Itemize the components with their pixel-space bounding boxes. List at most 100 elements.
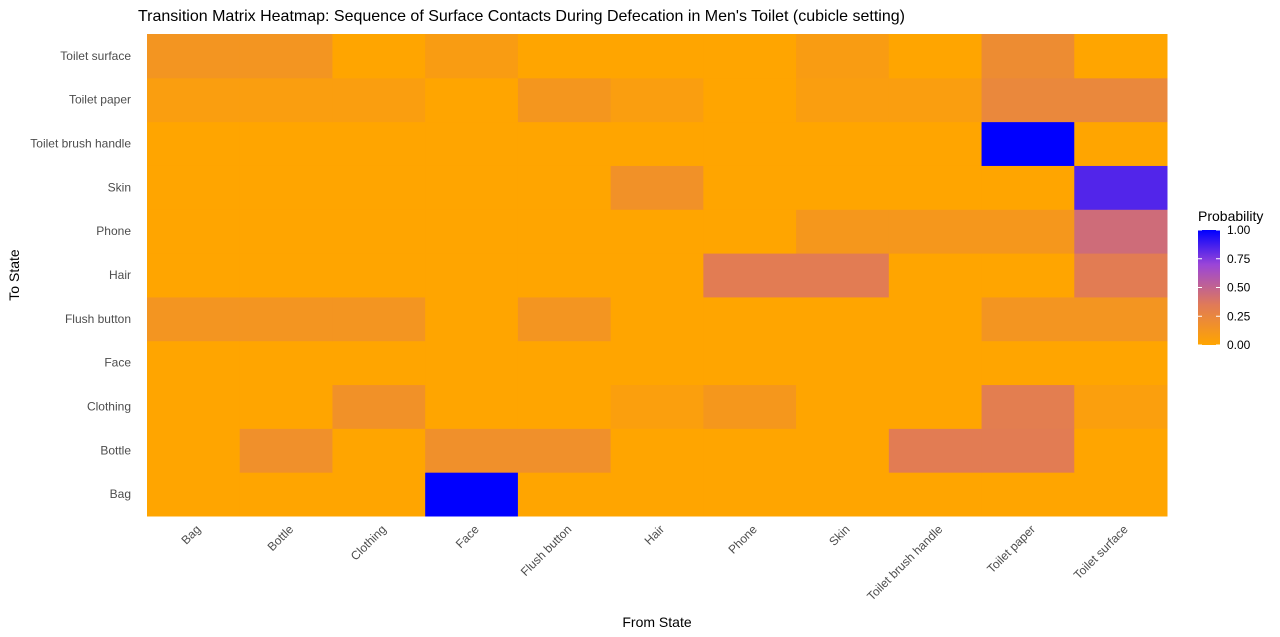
- heatmap-cell: [332, 165, 426, 210]
- heatmap-cell: [332, 209, 426, 254]
- heatmap-cell: [703, 253, 797, 298]
- heatmap-cell: [981, 77, 1075, 123]
- heatmap-cell: [425, 121, 519, 166]
- heatmap-cell: [147, 296, 241, 342]
- heatmap-cell: [796, 296, 890, 342]
- legend-colorbar: [1198, 230, 1220, 345]
- heatmap-cell: [610, 340, 704, 386]
- y-tick-label: Flush button: [65, 312, 131, 326]
- heatmap-cell: [239, 165, 333, 210]
- y-tick-label: Toilet paper: [69, 93, 131, 107]
- heatmap-cell: [425, 428, 519, 473]
- legend-tick-label: 0.50: [1227, 281, 1251, 295]
- x-tick-label: Bag: [178, 522, 203, 547]
- heatmap-cell: [610, 296, 704, 342]
- y-tick-label: Bag: [110, 487, 131, 501]
- chart-title: Transition Matrix Heatmap: Sequence of S…: [138, 8, 905, 25]
- heatmap-cell: [239, 384, 333, 429]
- heatmap-cell: [517, 253, 612, 298]
- heatmap-cell: [610, 253, 704, 298]
- heatmap-cell: [147, 253, 241, 298]
- heatmap-cell: [796, 340, 890, 386]
- heatmap-cell: [332, 34, 426, 79]
- heatmap-cell: [147, 34, 241, 79]
- heatmap-cell: [332, 428, 426, 473]
- heatmap-cell: [981, 253, 1075, 298]
- heatmap-cell: [703, 34, 797, 79]
- heatmap-cell: [1074, 340, 1168, 386]
- heatmap-cell: [332, 121, 426, 166]
- heatmap-cell: [239, 340, 333, 386]
- heatmap-cell: [888, 77, 983, 123]
- heatmap-cell: [332, 472, 426, 517]
- y-axis-ticks: Bag Bottle Clothing Face Flush button Hair Pho…: [30, 49, 131, 501]
- y-tick-label: Face: [104, 356, 131, 370]
- legend-tick-label: 0.25: [1227, 309, 1251, 323]
- heatmap-cell: [1074, 77, 1168, 123]
- heatmap-cell: [796, 253, 890, 298]
- heatmap-cell: [147, 384, 241, 429]
- y-tick-label: Toilet brush handle: [30, 137, 131, 151]
- heatmap-cell: [703, 209, 797, 254]
- heatmap-cell: [517, 209, 612, 254]
- heatmap-cell: [610, 165, 704, 210]
- heatmap-cell: [703, 428, 797, 473]
- heatmap-cell: [1074, 472, 1168, 517]
- heatmap-cell: [796, 384, 890, 429]
- heatmap-cell: [239, 34, 333, 79]
- heatmap-cell: [796, 34, 890, 79]
- x-axis-ticks: Bag Bottle Clothing Face Flush button Hair Pho…: [178, 522, 1131, 603]
- x-tick-label: Toilet surface: [1071, 522, 1131, 582]
- heatmap-cell: [517, 77, 612, 123]
- heatmap-cell: [981, 34, 1075, 79]
- heatmap-cell: [981, 121, 1075, 166]
- heatmap-cell: [610, 209, 704, 254]
- heatmap-cell: [147, 77, 241, 123]
- heatmap-cell: [1074, 384, 1168, 429]
- legend-title: Probability: [1198, 208, 1263, 224]
- heatmap-cell: [425, 296, 519, 342]
- heatmap-cell: [796, 165, 890, 210]
- heatmap-cell: [147, 340, 241, 386]
- heatmap-cell: [888, 165, 983, 210]
- y-tick-label: Toilet surface: [60, 49, 131, 63]
- heatmap-cell: [239, 121, 333, 166]
- heatmap-cell: [1074, 165, 1168, 210]
- heatmap-cell: [703, 384, 797, 429]
- heatmap-cell: [239, 428, 333, 473]
- x-tick-label: Hair: [642, 522, 667, 547]
- heatmap-cell: [517, 34, 612, 79]
- heatmap-cell: [796, 121, 890, 166]
- heatmap-cell: [981, 340, 1075, 386]
- heatmap-cell: [517, 340, 612, 386]
- heatmap-cell: [517, 472, 612, 517]
- heatmap-cell: [239, 296, 333, 342]
- heatmap-cell: [703, 165, 797, 210]
- heatmap-cell: [981, 165, 1075, 210]
- heatmap-cell: [888, 34, 983, 79]
- legend-tick-label: 1.00: [1227, 223, 1251, 237]
- heatmap-cell: [1074, 253, 1168, 298]
- heatmap-cell: [1074, 34, 1168, 79]
- heatmap-cell: [981, 428, 1075, 473]
- heatmap-cell: [239, 77, 333, 123]
- heatmap-cell: [610, 121, 704, 166]
- heatmap-cell: [425, 472, 519, 517]
- heatmap-cell: [239, 209, 333, 254]
- heatmap-cell: [703, 121, 797, 166]
- x-tick-label: Face: [453, 522, 482, 551]
- heatmap-cell: [888, 472, 983, 517]
- x-tick-label: Toilet paper: [984, 522, 1038, 576]
- heatmap-cell: [981, 209, 1075, 254]
- heatmap-cell: [1074, 296, 1168, 342]
- heatmap-cell: [888, 209, 983, 254]
- heatmap-cell: [981, 472, 1075, 517]
- heatmap-cell: [796, 472, 890, 517]
- heatmap-cell: [888, 296, 983, 342]
- x-tick-label: Skin: [826, 522, 852, 548]
- heatmap-cells: [147, 34, 1168, 517]
- heatmap-cell: [147, 121, 241, 166]
- heatmap-cell: [147, 428, 241, 473]
- heatmap-cell: [147, 165, 241, 210]
- heatmap-cell: [610, 428, 704, 473]
